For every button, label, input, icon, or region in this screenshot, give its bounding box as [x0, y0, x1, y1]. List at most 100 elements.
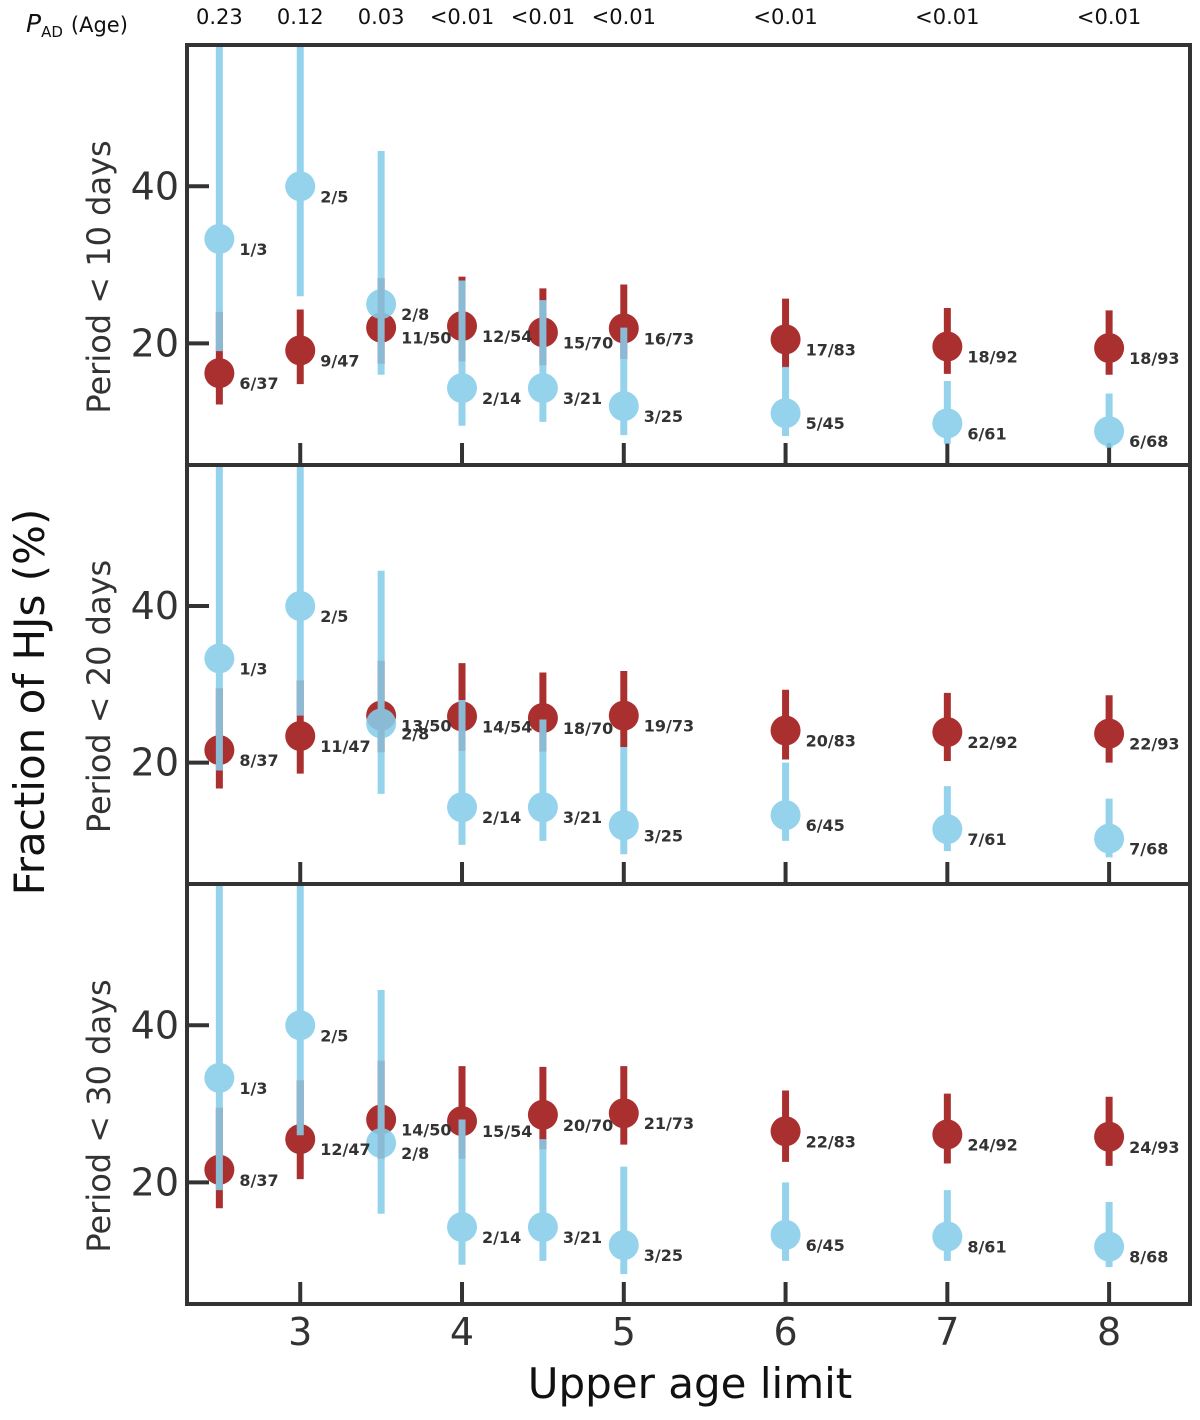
point-label-red-2: 14/50: [401, 1121, 451, 1140]
point-blue-6: [770, 800, 801, 831]
pad-title-main: P: [26, 9, 42, 38]
point-red-5: [608, 700, 639, 731]
point-red-1: [285, 720, 316, 751]
pad-values-row: 0.23 0.12 0.03 <0.01 <0.01 <0.01 <0.01 <0.01 <0.…: [196, 5, 1141, 29]
panel-label-1: Period < 10 days: [80, 140, 118, 413]
y-tick-label-40: 40: [131, 1003, 179, 1047]
series-blue: [204, 884, 1125, 1275]
point-blue-8: [1094, 823, 1125, 854]
pad-value-7: <0.01: [915, 5, 979, 29]
point-blue-4: [527, 373, 558, 404]
pad-value-6: <0.01: [753, 5, 817, 29]
point-label-red-3: 15/54: [482, 1122, 532, 1141]
point-red-8: [1094, 1121, 1125, 1152]
pad-value-3: <0.01: [430, 5, 494, 29]
x-axis: 3 4 5 6 7 8: [288, 1310, 1121, 1354]
y-tick-label-20: 20: [131, 1160, 179, 1204]
point-label-blue-3: 2/14: [482, 389, 521, 408]
point-blue-6: [770, 1219, 801, 1250]
series-blue: [204, 465, 1125, 858]
point-label-blue-2: 2/8: [401, 724, 429, 743]
point-blue-1: [285, 171, 316, 202]
y-tick-label-20: 20: [131, 741, 179, 785]
point-label-blue-8: 8/68: [1129, 1248, 1168, 1267]
point-label-red-7: 18/92: [967, 347, 1017, 366]
pad-value-1: 0.12: [277, 5, 324, 29]
panel-frame-1: [185, 43, 1192, 467]
panel-label-3: Period < 30 days: [80, 979, 118, 1252]
point-label-red-0: 8/37: [239, 751, 278, 770]
point-red-4: [527, 1099, 558, 1130]
point-blue-7: [932, 1221, 963, 1252]
point-label-red-3: 14/54: [482, 717, 532, 736]
panel-label-2: Period < 20 days: [80, 560, 118, 833]
point-label-red-4: 20/70: [563, 1116, 613, 1135]
point-red-8: [1094, 718, 1125, 749]
point-label-blue-2: 2/8: [401, 1144, 429, 1163]
point-blue-8: [1094, 416, 1125, 447]
point-label-blue-8: 6/68: [1129, 432, 1168, 451]
x-tick-label-6: 6: [773, 1310, 797, 1354]
point-label-blue-1: 2/5: [320, 607, 348, 626]
point-label-red-4: 15/70: [563, 333, 613, 352]
point-label-blue-5: 3/25: [644, 826, 683, 845]
x-tick-label-7: 7: [935, 1310, 959, 1354]
series-blue: [204, 45, 1125, 448]
point-label-blue-1: 2/5: [320, 1026, 348, 1045]
point-blue-8: [1094, 1231, 1125, 1262]
point-label-red-2: 13/50: [401, 717, 451, 736]
point-label-blue-6: 6/45: [806, 1236, 845, 1255]
panel-marks-2: [204, 465, 1125, 858]
panel-marks-1: [204, 45, 1125, 448]
point-label-blue-2: 2/8: [401, 305, 429, 324]
point-blue-2: [366, 1128, 397, 1159]
point-label-blue-7: 8/61: [967, 1237, 1006, 1256]
point-red-7: [932, 331, 963, 362]
point-blue-3: [447, 1212, 478, 1243]
panels-group: 20 40 Period < 10 days 6/37 9/47 11/50 12/54 15…: [80, 43, 1192, 1306]
point-label-red-6: 20/83: [806, 731, 856, 750]
y-tick-label-20: 20: [131, 321, 179, 365]
pad-value-2: 0.03: [358, 5, 405, 29]
point-blue-3: [447, 373, 478, 404]
panel-marks-3: [204, 884, 1125, 1275]
point-blue-7: [932, 814, 963, 845]
point-red-7: [932, 1119, 963, 1150]
point-blue-4: [527, 792, 558, 823]
point-blue-5: [608, 810, 639, 841]
point-label-blue-1: 2/5: [320, 187, 348, 206]
point-blue-0: [204, 643, 235, 674]
point-label-blue-7: 6/61: [967, 424, 1006, 443]
point-label-blue-6: 6/45: [806, 816, 845, 835]
point-label-red-8: 22/93: [1129, 735, 1179, 754]
y-axis-title: Fraction of HJs (%): [5, 509, 54, 896]
point-blue-7: [932, 408, 963, 439]
point-label-red-5: 21/73: [644, 1114, 694, 1133]
point-label-red-5: 19/73: [644, 717, 694, 736]
point-label-red-0: 8/37: [239, 1171, 278, 1190]
point-blue-1: [285, 1010, 316, 1041]
point-blue-4: [527, 1212, 558, 1243]
point-red-6: [770, 324, 801, 355]
x-tick-label-8: 8: [1097, 1310, 1121, 1354]
point-red-0: [204, 358, 235, 389]
point-label-blue-4: 3/21: [563, 1228, 602, 1247]
point-blue-3: [447, 792, 478, 823]
panel-3: 20 40 Period < 30 days 8/37 12/47 14/50 15/54 2…: [80, 882, 1192, 1306]
panel-frame-2: [185, 463, 1192, 886]
point-red-5: [608, 1098, 639, 1129]
point-label-red-4: 18/70: [563, 719, 613, 738]
pad-value-8: <0.01: [1077, 5, 1141, 29]
point-red-1: [285, 1124, 316, 1155]
point-label-red-6: 17/83: [806, 340, 856, 359]
point-label-blue-3: 2/14: [482, 808, 521, 827]
panel-1: 20 40 Period < 10 days 6/37 9/47 11/50 12/54 15…: [80, 43, 1192, 467]
point-label-red-0: 6/37: [239, 374, 278, 393]
point-label-blue-0: 1/3: [239, 240, 267, 259]
point-label-red-1: 9/47: [320, 351, 359, 370]
panel-2: 20 40 Period < 20 days 8/37 11/47 13/50 14/54 1…: [80, 463, 1192, 886]
point-label-red-7: 24/92: [967, 1135, 1017, 1154]
point-red-6: [770, 1116, 801, 1147]
series-red: [204, 1060, 1125, 1209]
point-red-8: [1094, 333, 1125, 364]
